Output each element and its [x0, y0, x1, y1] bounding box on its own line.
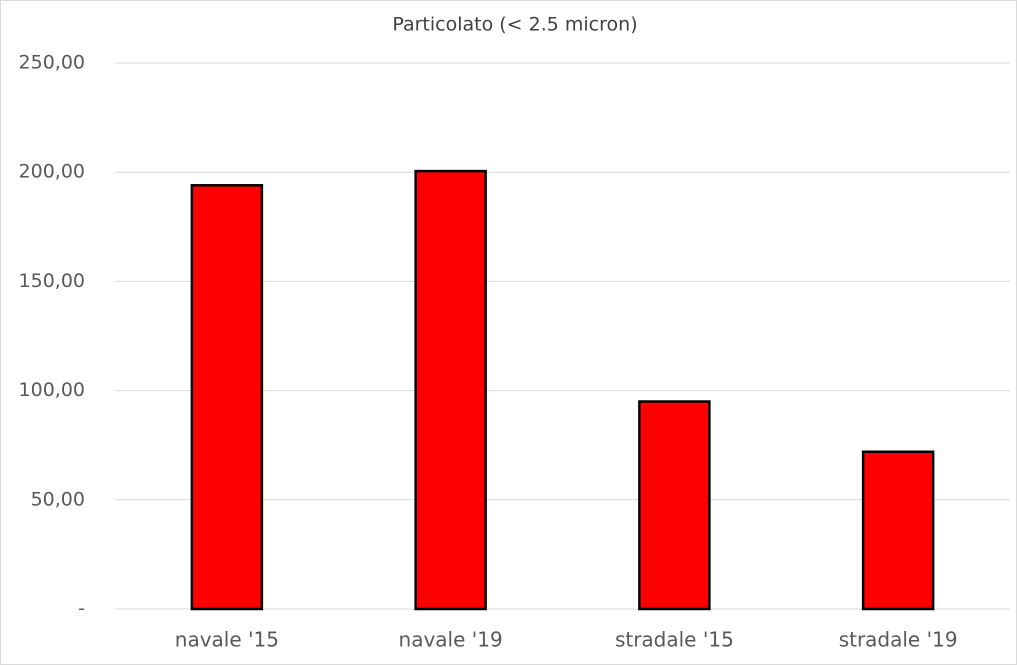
bar	[414, 169, 487, 611]
y-tick-label: 100,00	[19, 379, 85, 401]
y-tick-label: 150,00	[19, 270, 85, 292]
x-tick-label: navale '15	[175, 628, 279, 652]
bar	[638, 400, 711, 611]
x-tick-label: navale '19	[399, 628, 503, 652]
chart-title: Particolato (< 2.5 micron)	[392, 14, 637, 36]
bar	[861, 450, 935, 611]
y-tick-label: 50,00	[31, 488, 85, 510]
y-tick-label: 250,00	[19, 52, 85, 74]
bar	[190, 184, 264, 611]
x-tick-label: stradale '19	[839, 628, 958, 652]
x-tick-label: stradale '15	[615, 628, 734, 652]
y-tick-label: 200,00	[19, 161, 85, 183]
y-tick-label: -	[78, 598, 85, 620]
